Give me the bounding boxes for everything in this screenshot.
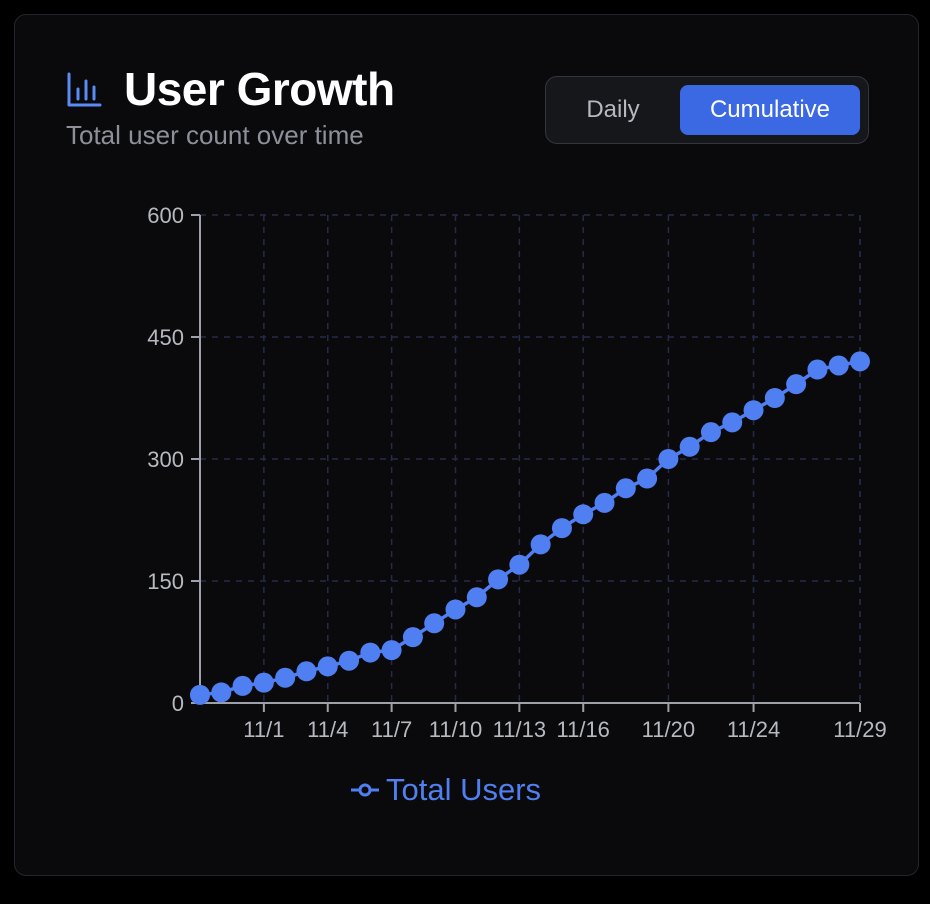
data-point	[594, 492, 615, 513]
data-point	[466, 587, 487, 608]
data-point	[850, 351, 870, 372]
y-tick-label: 600	[147, 203, 184, 228]
bar-chart-icon	[67, 72, 102, 107]
data-point	[530, 534, 551, 555]
data-point	[764, 388, 785, 408]
data-point	[551, 518, 572, 539]
toggle-cumulative-button[interactable]: Cumulative	[680, 85, 860, 135]
x-tick-label: 11/7	[371, 717, 412, 742]
data-point	[488, 569, 509, 590]
x-tick-label: 11/1	[243, 717, 284, 742]
x-tick-label: 11/20	[642, 717, 695, 742]
page-subtitle: Total user count over time	[66, 120, 364, 150]
data-point	[637, 468, 658, 489]
data-point	[381, 640, 402, 661]
chart-card	[14, 14, 919, 876]
data-point	[402, 627, 423, 648]
data-point	[296, 661, 317, 682]
data-point	[700, 422, 721, 443]
data-point	[190, 684, 210, 705]
toggle-daily-button[interactable]: Daily	[554, 85, 672, 135]
y-tick-label: 300	[147, 447, 184, 472]
data-point	[339, 650, 360, 671]
data-point	[615, 478, 636, 499]
data-point	[658, 449, 679, 469]
y-tick-label: 0	[172, 691, 184, 716]
data-point	[424, 613, 445, 634]
view-toggle: Daily Cumulative	[545, 76, 869, 144]
data-point	[360, 642, 381, 663]
x-tick-label: 11/4	[307, 717, 348, 742]
data-point	[743, 400, 764, 421]
y-tick-label: 150	[147, 569, 184, 594]
x-tick-label: 11/29	[833, 717, 886, 742]
y-tick-label: 450	[147, 325, 184, 350]
x-tick-label: 11/13	[493, 717, 546, 742]
x-tick-label: 11/16	[557, 717, 610, 742]
x-tick-label: 11/10	[429, 717, 482, 742]
data-point	[445, 599, 466, 620]
data-point	[807, 359, 828, 380]
data-point	[275, 667, 296, 688]
data-point	[722, 412, 743, 433]
data-point	[573, 504, 594, 525]
data-point	[509, 554, 530, 575]
data-point	[679, 436, 700, 457]
data-point	[317, 656, 338, 677]
data-point	[232, 675, 253, 696]
chart-legend[interactable]: Total Users	[350, 772, 541, 808]
page-title: User Growth	[124, 63, 395, 115]
data-point	[211, 682, 232, 703]
legend-line-icon	[351, 783, 379, 797]
data-point	[828, 355, 849, 376]
x-tick-label: 11/24	[727, 717, 780, 742]
data-point	[253, 672, 274, 693]
legend-label: Total Users	[386, 772, 542, 807]
data-point	[786, 374, 807, 395]
